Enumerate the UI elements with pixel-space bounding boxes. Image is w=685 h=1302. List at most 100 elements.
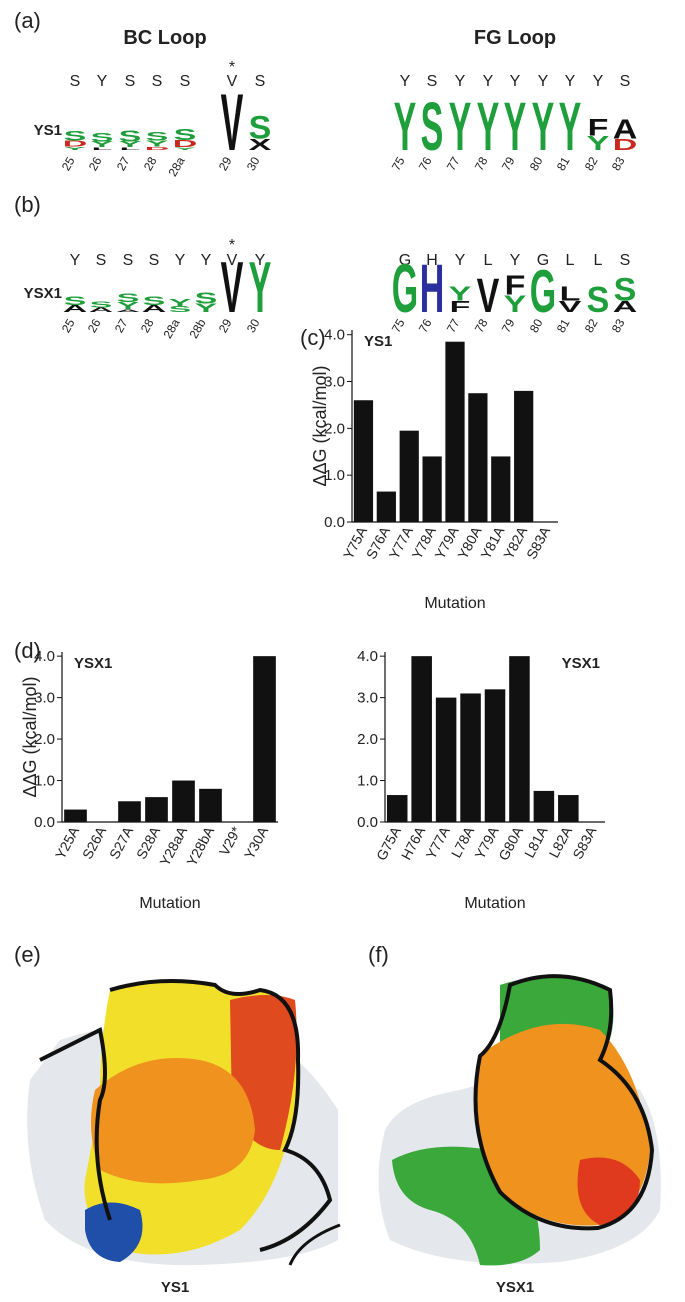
bar xyxy=(460,693,481,822)
logo-letter: S xyxy=(64,295,87,308)
residue: L xyxy=(566,252,575,269)
bar xyxy=(172,781,195,822)
y-tick-label: 3.0 xyxy=(357,690,378,707)
bar xyxy=(558,795,579,822)
logo-letter: S xyxy=(174,126,197,144)
position-number: 81 xyxy=(554,316,573,335)
residue: S xyxy=(620,252,631,269)
bar xyxy=(468,393,487,522)
position-number: 83 xyxy=(609,154,628,173)
x-tick-label: Y77A xyxy=(423,823,454,861)
logo-letter: Y xyxy=(504,89,527,165)
logo-letter: Y xyxy=(394,89,417,165)
residue: Y xyxy=(455,252,466,269)
chart-title: YS1 xyxy=(364,333,392,350)
surface-image xyxy=(20,975,340,1267)
position-number: 28a xyxy=(165,154,187,179)
logo-letter: S xyxy=(119,127,142,145)
y-tick-label: 0.0 xyxy=(324,514,345,531)
residue: S xyxy=(620,73,631,90)
residue: S xyxy=(180,73,191,90)
logo-letter: G xyxy=(392,251,418,327)
position-number: 27 xyxy=(114,154,133,173)
x-axis-label: Mutation xyxy=(464,895,525,912)
residue: S xyxy=(70,73,81,90)
logo-letter: S xyxy=(421,89,444,165)
x-tick-label: Y30A xyxy=(241,823,272,861)
position-number: 30 xyxy=(244,154,263,173)
position-number: 25 xyxy=(59,154,78,173)
y-axis-label: ΔΔG (kcal/mol) xyxy=(310,365,330,486)
surface-caption: YS1 xyxy=(161,1279,189,1296)
loop-title: BC Loop xyxy=(123,27,206,49)
logo-letter: S xyxy=(249,110,272,146)
y-axis-label: ΔΔG (kcal/mol) xyxy=(20,676,40,797)
y-tick-label: 1.0 xyxy=(357,773,378,790)
logo-letter: S xyxy=(90,301,113,310)
x-tick-label: V29* xyxy=(216,823,245,858)
y-tick-label: 2.0 xyxy=(357,731,378,748)
bar xyxy=(445,342,464,522)
logo-letter: H xyxy=(420,251,445,327)
residue: S xyxy=(125,73,136,90)
chart-title: YSX1 xyxy=(562,655,600,672)
residue: Y xyxy=(97,73,108,90)
x-axis-label: Mutation xyxy=(424,595,485,612)
residue: Y xyxy=(201,252,212,269)
logo-letter: S xyxy=(195,289,218,307)
x-tick-label: Y25A xyxy=(52,823,83,861)
logo-letter: S xyxy=(143,295,166,308)
position-number: 79 xyxy=(499,316,518,335)
position-number: 26 xyxy=(85,316,104,335)
bar xyxy=(514,391,533,522)
x-tick-label: S26A xyxy=(79,823,110,861)
logo-letter: S xyxy=(91,131,114,144)
chart-title: YSX1 xyxy=(74,655,112,672)
bar xyxy=(491,456,510,522)
panel-label: (b) xyxy=(14,192,41,217)
residue: Y xyxy=(510,73,521,90)
logo-letter: Y xyxy=(169,298,192,309)
bar xyxy=(253,656,276,822)
position-number: 28b xyxy=(186,316,208,341)
residue: S xyxy=(255,73,266,90)
position-number: 28 xyxy=(138,316,157,335)
panel-label: (a) xyxy=(14,8,41,33)
logo-letter: V xyxy=(221,78,244,168)
position-number: 27 xyxy=(112,316,131,335)
row-label: YSX1 xyxy=(24,285,62,302)
logo-letter: Y xyxy=(477,89,500,165)
logo-letter: G xyxy=(530,259,556,326)
x-tick-label: Y28bA xyxy=(183,823,217,868)
logo-letter: V xyxy=(221,247,244,328)
logo-letter: S xyxy=(64,129,87,144)
logo-letter: S xyxy=(587,280,610,320)
y-tick-label: 4.0 xyxy=(357,648,378,665)
bar xyxy=(534,791,555,822)
position-number: 83 xyxy=(609,316,628,335)
logo-letter: Y xyxy=(249,247,272,328)
bar xyxy=(118,801,141,822)
logo-letter: F xyxy=(505,269,526,301)
surface-image xyxy=(379,976,661,1265)
residue: S xyxy=(152,73,163,90)
bar xyxy=(64,810,87,822)
logo-letter: S xyxy=(614,272,637,308)
position-number: 82 xyxy=(582,154,601,173)
bar xyxy=(377,492,396,522)
residue: Y xyxy=(70,252,81,269)
logo-letter: S xyxy=(117,292,140,305)
x-tick-label: L81A xyxy=(521,823,551,860)
logo-letter: A xyxy=(613,113,638,145)
bar xyxy=(387,795,408,822)
x-tick-label: S83A xyxy=(523,523,554,561)
x-tick-label: H76A xyxy=(398,823,429,862)
residue: Y xyxy=(538,73,549,90)
residue: L xyxy=(594,252,603,269)
bar xyxy=(509,656,530,822)
bar xyxy=(436,698,457,822)
surface-caption: YSX1 xyxy=(496,1279,534,1296)
panel-label: (f) xyxy=(368,942,389,967)
x-tick-label: S83A xyxy=(569,823,600,861)
marker: * xyxy=(229,59,235,76)
